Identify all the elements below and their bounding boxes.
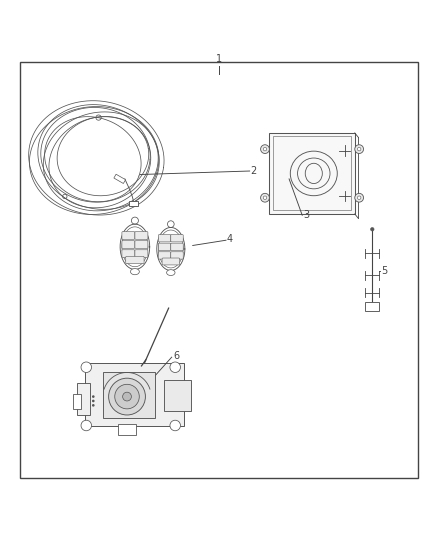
Circle shape [92, 400, 95, 402]
Circle shape [355, 145, 364, 154]
Bar [77, 383, 90, 415]
Circle shape [81, 420, 92, 431]
FancyBboxPatch shape [122, 241, 135, 248]
Circle shape [123, 392, 131, 401]
Circle shape [81, 362, 92, 373]
Circle shape [355, 193, 364, 202]
Bar [85, 363, 184, 426]
Ellipse shape [131, 269, 139, 274]
Circle shape [109, 378, 145, 415]
Text: 5: 5 [381, 266, 387, 276]
FancyBboxPatch shape [135, 232, 148, 239]
Bar [269, 133, 355, 214]
FancyBboxPatch shape [162, 258, 180, 265]
Bar [114, 174, 126, 183]
Circle shape [357, 196, 361, 199]
Circle shape [92, 395, 95, 398]
FancyBboxPatch shape [122, 250, 135, 257]
FancyBboxPatch shape [122, 232, 135, 239]
Bar [103, 373, 155, 418]
FancyBboxPatch shape [126, 256, 144, 263]
Text: 2: 2 [251, 166, 257, 176]
FancyBboxPatch shape [159, 235, 171, 242]
FancyBboxPatch shape [159, 252, 171, 259]
Text: 4: 4 [227, 235, 233, 244]
Circle shape [170, 420, 180, 431]
Circle shape [357, 147, 361, 151]
Bar [118, 424, 136, 435]
Text: 3: 3 [304, 210, 310, 220]
Bar [129, 201, 138, 206]
Circle shape [92, 404, 95, 407]
FancyBboxPatch shape [171, 252, 183, 259]
Bar [273, 136, 351, 211]
Circle shape [371, 228, 374, 231]
Circle shape [170, 362, 180, 373]
Bar [164, 381, 191, 411]
Ellipse shape [166, 270, 175, 276]
FancyBboxPatch shape [171, 243, 183, 251]
Circle shape [263, 196, 267, 199]
Bar [365, 302, 379, 311]
FancyBboxPatch shape [171, 235, 183, 242]
Circle shape [261, 193, 269, 202]
FancyBboxPatch shape [135, 250, 148, 257]
Text: 1: 1 [216, 54, 222, 64]
FancyBboxPatch shape [159, 243, 171, 251]
Circle shape [261, 145, 269, 154]
FancyBboxPatch shape [135, 241, 148, 248]
Circle shape [115, 384, 139, 409]
Circle shape [263, 147, 267, 151]
Bar [73, 393, 81, 409]
Text: 6: 6 [173, 351, 179, 361]
